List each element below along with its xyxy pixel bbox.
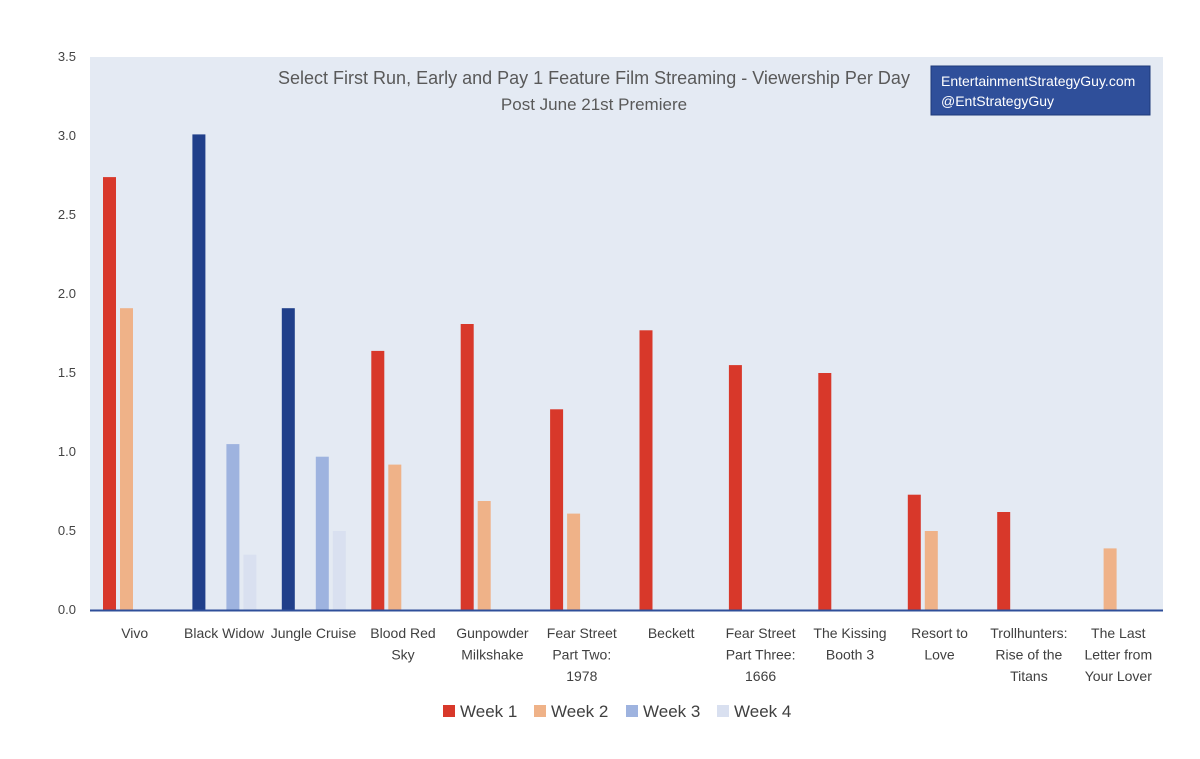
- y-tick-label: 2.5: [58, 207, 76, 222]
- bar-week-1: [997, 512, 1011, 610]
- y-tick-label: 0.0: [58, 602, 76, 617]
- y-tick-label: 1.0: [58, 444, 76, 459]
- x-tick-label: Letter from: [1084, 647, 1152, 663]
- legend-swatch: [626, 705, 638, 717]
- x-tick-label: Part Two:: [552, 647, 611, 663]
- x-tick-label: Black Widow: [184, 625, 265, 641]
- y-tick-label: 0.5: [58, 523, 76, 538]
- legend-swatch: [534, 705, 546, 717]
- x-tick-label: Gunpowder: [456, 625, 529, 641]
- legend: Week 1 Week 2 Week 3 Week 4: [443, 702, 791, 721]
- x-tick-label: The Kissing: [813, 625, 886, 641]
- y-tick-label: 3.5: [58, 49, 76, 64]
- bar-week-2: [924, 531, 938, 610]
- legend-label: Week 4: [734, 702, 791, 721]
- bar-week-3: [226, 444, 240, 610]
- bar-week-2: [120, 308, 133, 610]
- bar-week-1: [460, 324, 474, 610]
- x-tick-label: Blood Red: [370, 625, 435, 641]
- x-tick-label: Sky: [391, 647, 414, 663]
- x-axis-ticks: Vivo Black Widow Jungle Cruise Blood Red Sky…: [121, 625, 1152, 684]
- credit-line-1: EntertainmentStrategyGuy.com: [941, 73, 1135, 89]
- bar-week-2: [477, 501, 491, 610]
- x-tick-label: Fear Street: [726, 625, 796, 641]
- bar-week-3: [315, 456, 329, 610]
- chart-subtitle: Post June 21st Premiere: [501, 95, 687, 114]
- bar-week-2: [388, 464, 402, 610]
- x-tick-label: Booth 3: [826, 647, 874, 663]
- x-tick-label: Your Lover: [1085, 668, 1153, 684]
- chart-title: Select First Run, Early and Pay 1 Featur…: [278, 68, 910, 88]
- legend-swatch: [443, 705, 455, 717]
- plot-area: [90, 57, 1163, 610]
- legend-label: Week 3: [643, 702, 700, 721]
- bar-week-1: [639, 330, 653, 610]
- bar-disney-week-1: [281, 308, 295, 610]
- legend-label: Week 1: [460, 702, 517, 721]
- y-tick-label: 2.0: [58, 286, 76, 301]
- bar-week-4: [332, 531, 346, 610]
- legend-swatch: [717, 705, 729, 717]
- x-tick-label: The Last: [1091, 625, 1146, 641]
- legend-label: Week 2: [551, 702, 608, 721]
- bar-week-1: [103, 177, 116, 610]
- bar-disney-week-1: [192, 134, 206, 610]
- bar-week-1: [550, 409, 564, 610]
- x-tick-label: 1666: [745, 668, 776, 684]
- x-tick-label: 1978: [566, 668, 597, 684]
- bar-week-2: [1103, 548, 1117, 610]
- x-tick-label: Vivo: [121, 625, 148, 641]
- y-tick-label: 3.0: [58, 128, 76, 143]
- bar-week-1: [907, 494, 921, 610]
- bar-week-4: [243, 554, 257, 610]
- y-axis-ticks: 0.0 0.5 1.0 1.5 2.0 2.5 3.0 3.5: [58, 49, 76, 617]
- x-tick-label: Love: [924, 647, 955, 663]
- x-tick-label: Part Three:: [726, 647, 796, 663]
- x-tick-label: Rise of the: [995, 647, 1062, 663]
- x-tick-label: Milkshake: [461, 647, 523, 663]
- y-tick-label: 1.5: [58, 365, 76, 380]
- bars-layer: [103, 134, 1117, 610]
- x-tick-label: Trollhunters:: [990, 625, 1067, 641]
- x-tick-label: Fear Street: [547, 625, 617, 641]
- bar-week-1: [371, 350, 385, 610]
- bar-week-2: [567, 513, 581, 610]
- x-tick-label: Titans: [1010, 668, 1048, 684]
- credit-line-2: @EntStrategyGuy: [941, 93, 1054, 109]
- bar-week-1: [728, 365, 742, 610]
- credit-box: EntertainmentStrategyGuy.com @EntStrateg…: [930, 65, 1151, 116]
- x-tick-label: Resort to: [911, 625, 968, 641]
- x-tick-label: Beckett: [648, 625, 695, 641]
- bar-week-1: [818, 373, 832, 610]
- x-tick-label: Jungle Cruise: [271, 625, 357, 641]
